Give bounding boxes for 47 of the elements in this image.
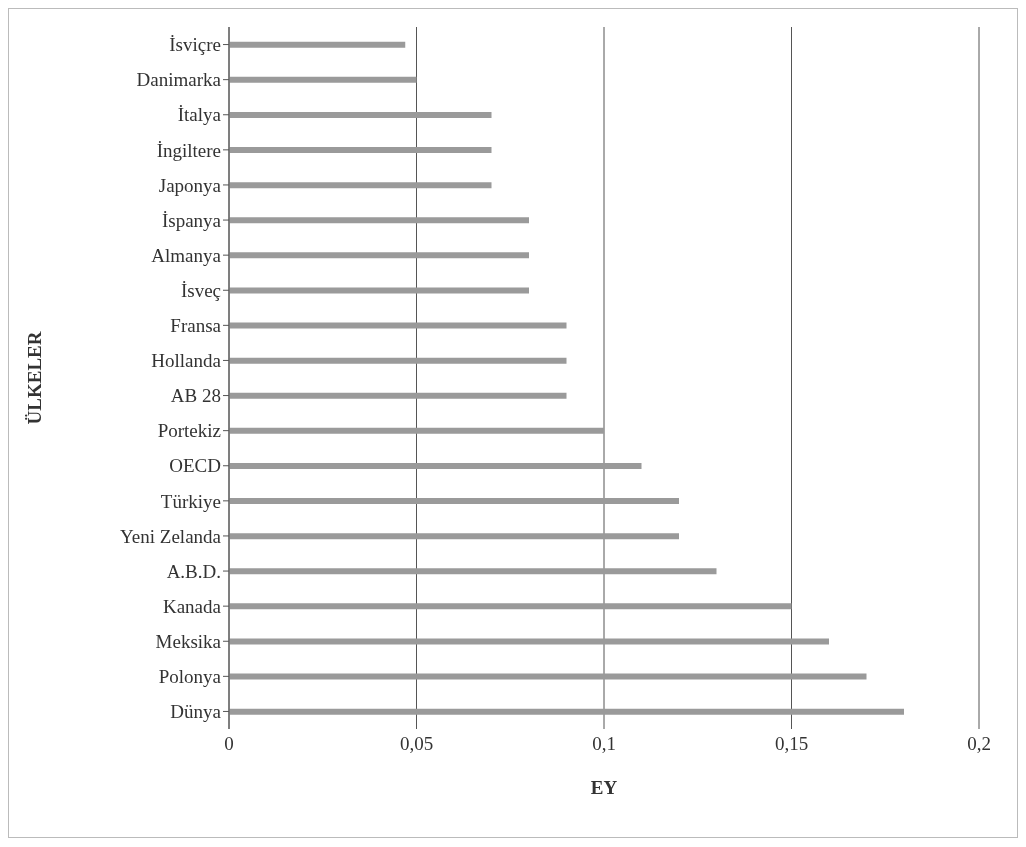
x-tick-label: 0,15 — [774, 733, 809, 755]
y-tick-label: Hollanda — [151, 350, 222, 372]
y-tick-label: Portekiz — [157, 420, 221, 442]
y-tick-label: Meksika — [155, 630, 222, 652]
bar — [229, 708, 904, 715]
y-tick-label: İspanya — [161, 209, 222, 231]
bar — [229, 357, 567, 364]
x-tick-label: 0,2 — [967, 733, 991, 755]
bar — [229, 147, 492, 154]
y-tick-label: Fransa — [170, 315, 222, 337]
y-tick-label: Danimarka — [136, 69, 222, 91]
bar — [229, 603, 792, 610]
bar — [229, 252, 529, 259]
bar — [229, 498, 679, 505]
bar — [229, 427, 604, 434]
y-tick-label: AB 28 — [170, 385, 221, 407]
y-tick-label: Japonya — [158, 174, 222, 196]
bar — [229, 41, 406, 48]
bar — [229, 673, 867, 680]
y-tick-label: İsveç — [180, 279, 221, 301]
y-tick-label: Yeni Zelanda — [120, 525, 222, 547]
bar — [229, 392, 567, 399]
x-axis-title: EY — [590, 777, 618, 798]
y-axis-title: ÜLKELER — [23, 331, 45, 425]
bar — [229, 533, 679, 540]
bar — [229, 638, 829, 645]
y-tick-label: OECD — [169, 455, 221, 477]
bar — [229, 287, 529, 294]
bar — [229, 217, 529, 224]
y-tick-label: İngiltere — [156, 139, 221, 161]
bar — [229, 76, 417, 83]
y-tick-label: İtalya — [177, 104, 222, 126]
x-tick-label: 0 — [224, 733, 234, 755]
y-tick-label: Kanada — [162, 595, 222, 617]
x-tick-label: 0,05 — [399, 733, 434, 755]
x-tick-label: 0,1 — [592, 733, 616, 755]
y-tick-label: Polonya — [158, 666, 222, 688]
y-tick-label: A.B.D. — [166, 560, 221, 582]
y-tick-label: Dünya — [170, 701, 222, 723]
bar — [229, 111, 492, 118]
bar — [229, 182, 492, 189]
bar — [229, 568, 717, 575]
y-tick-label: Türkiye — [160, 490, 221, 512]
bar — [229, 462, 642, 469]
y-tick-label: Almanya — [151, 244, 222, 266]
y-tick-label: İsviçre — [169, 34, 221, 56]
bar — [229, 322, 567, 329]
